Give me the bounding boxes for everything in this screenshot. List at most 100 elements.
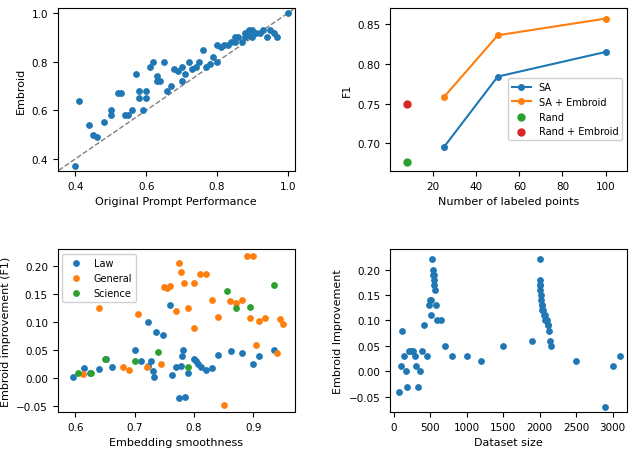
Point [244, 32, 254, 40]
Law [167, 372, 177, 379]
Point [177, 78, 187, 86]
Point [408, 347, 418, 355]
Point [431, 302, 441, 309]
Law [130, 347, 140, 354]
Point [411, 363, 421, 370]
General [189, 280, 199, 287]
General [189, 325, 199, 332]
Legend: Law, General, Science: Law, General, Science [63, 255, 136, 302]
SA + Embroid [440, 95, 447, 101]
Point [535, 282, 545, 289]
Point [396, 363, 406, 370]
SA + Embroid [494, 33, 502, 39]
Point [201, 64, 211, 71]
Point [413, 383, 423, 390]
Point [429, 276, 439, 284]
Law [189, 355, 199, 363]
General [212, 313, 223, 320]
Law [84, 369, 95, 376]
General [225, 298, 235, 306]
General [171, 307, 181, 315]
Science [245, 304, 255, 311]
Point [545, 342, 556, 350]
Science [221, 288, 232, 295]
Point [170, 66, 180, 74]
Point [436, 317, 446, 325]
Point [429, 271, 439, 279]
Law [165, 302, 175, 309]
Point [152, 78, 162, 86]
Point [417, 347, 427, 355]
Law [236, 350, 246, 357]
General [163, 285, 173, 293]
Law [191, 358, 202, 365]
General [230, 299, 241, 307]
Science [154, 349, 164, 357]
General [201, 271, 211, 279]
Point [498, 342, 508, 350]
Law [269, 347, 279, 354]
General [260, 315, 270, 322]
Point [534, 256, 545, 263]
Rand + Embroid [402, 100, 412, 108]
Point [543, 322, 554, 330]
Point [404, 347, 414, 355]
SA + Embroid [602, 17, 609, 22]
Science [86, 369, 97, 376]
Y-axis label: Embroid improvement (F1): Embroid improvement (F1) [1, 256, 11, 406]
Point [226, 39, 236, 47]
Point [187, 66, 197, 74]
Point [406, 347, 416, 355]
X-axis label: Number of labeled points: Number of labeled points [438, 197, 579, 207]
Law [226, 348, 236, 355]
General [156, 361, 166, 368]
X-axis label: Embedding smoothness: Embedding smoothness [109, 437, 243, 447]
Law [147, 368, 157, 375]
Law [148, 373, 159, 381]
Point [571, 357, 581, 365]
Point [230, 39, 240, 47]
Point [424, 302, 435, 309]
Point [536, 297, 546, 304]
Law [254, 352, 264, 360]
Law [68, 374, 78, 381]
Y-axis label: Embroid Improvement: Embroid Improvement [333, 269, 343, 393]
General [275, 316, 285, 323]
Point [534, 276, 545, 284]
Point [205, 61, 215, 69]
General [165, 282, 175, 290]
Point [92, 134, 102, 142]
Law [143, 363, 153, 370]
Point [397, 327, 408, 335]
SA [602, 50, 609, 56]
Point [430, 287, 440, 294]
Law [101, 355, 111, 363]
Point [254, 30, 264, 37]
General [236, 296, 246, 304]
Point [106, 112, 116, 119]
Point [283, 10, 293, 18]
Point [536, 302, 547, 309]
Point [543, 322, 553, 330]
Point [184, 59, 194, 66]
Point [535, 287, 545, 294]
Science [269, 281, 279, 288]
Point [148, 59, 158, 66]
Point [247, 27, 257, 35]
Point [84, 122, 95, 129]
Point [539, 312, 549, 319]
Point [106, 107, 116, 115]
General [207, 296, 217, 304]
Point [134, 95, 144, 103]
General [183, 305, 193, 312]
Point [536, 302, 547, 309]
General [272, 350, 282, 357]
Point [99, 119, 109, 127]
Point [131, 71, 141, 78]
Law [146, 358, 156, 365]
Law [207, 365, 217, 372]
Law [177, 352, 188, 360]
Point [425, 297, 435, 304]
Point [427, 256, 437, 263]
Point [258, 27, 268, 35]
